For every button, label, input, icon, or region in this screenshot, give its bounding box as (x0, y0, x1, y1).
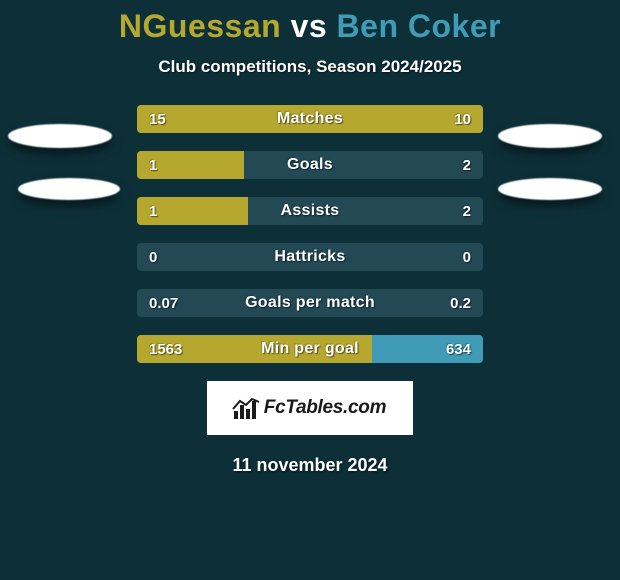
stat-row: 0.07Goals per match0.2 (137, 289, 483, 317)
decorative-oval (18, 178, 120, 200)
logo-badge: FcTables.com (207, 381, 413, 435)
stat-value-right: 634 (446, 335, 471, 363)
decorative-oval (8, 124, 112, 148)
player1-name: NGuessan (119, 8, 281, 44)
stat-value-right: 2 (463, 151, 471, 179)
stat-row: 15Matches10 (137, 105, 483, 133)
stat-label: Hattricks (137, 243, 483, 271)
stat-label: Goals per match (137, 289, 483, 317)
stat-label: Assists (137, 197, 483, 225)
stat-value-right: 0 (463, 243, 471, 271)
stat-row: 1Goals2 (137, 151, 483, 179)
stat-label: Min per goal (137, 335, 483, 363)
stat-row: 0Hattricks0 (137, 243, 483, 271)
stat-label: Goals (137, 151, 483, 179)
stat-value-right: 2 (463, 197, 471, 225)
stat-value-right: 0.2 (450, 289, 471, 317)
stat-label: Matches (137, 105, 483, 133)
logo-text: FcTables.com (264, 397, 386, 419)
subtitle: Club competitions, Season 2024/2025 (0, 57, 620, 77)
barchart-icon (234, 397, 258, 419)
vs-label: vs (291, 8, 328, 44)
stat-value-right: 10 (454, 105, 471, 133)
stats-container: 15Matches10 1Goals2 1Assists2 0Hattricks0 0.… (137, 105, 483, 363)
date-label: 11 november 2024 (0, 455, 620, 476)
stat-row: 1Assists2 (137, 197, 483, 225)
decorative-oval (498, 124, 602, 148)
comparison-title: NGuessan vs Ben Coker (0, 0, 620, 45)
player2-name: Ben Coker (337, 8, 502, 44)
decorative-oval (498, 178, 602, 200)
stat-row: 1563Min per goal634 (137, 335, 483, 363)
